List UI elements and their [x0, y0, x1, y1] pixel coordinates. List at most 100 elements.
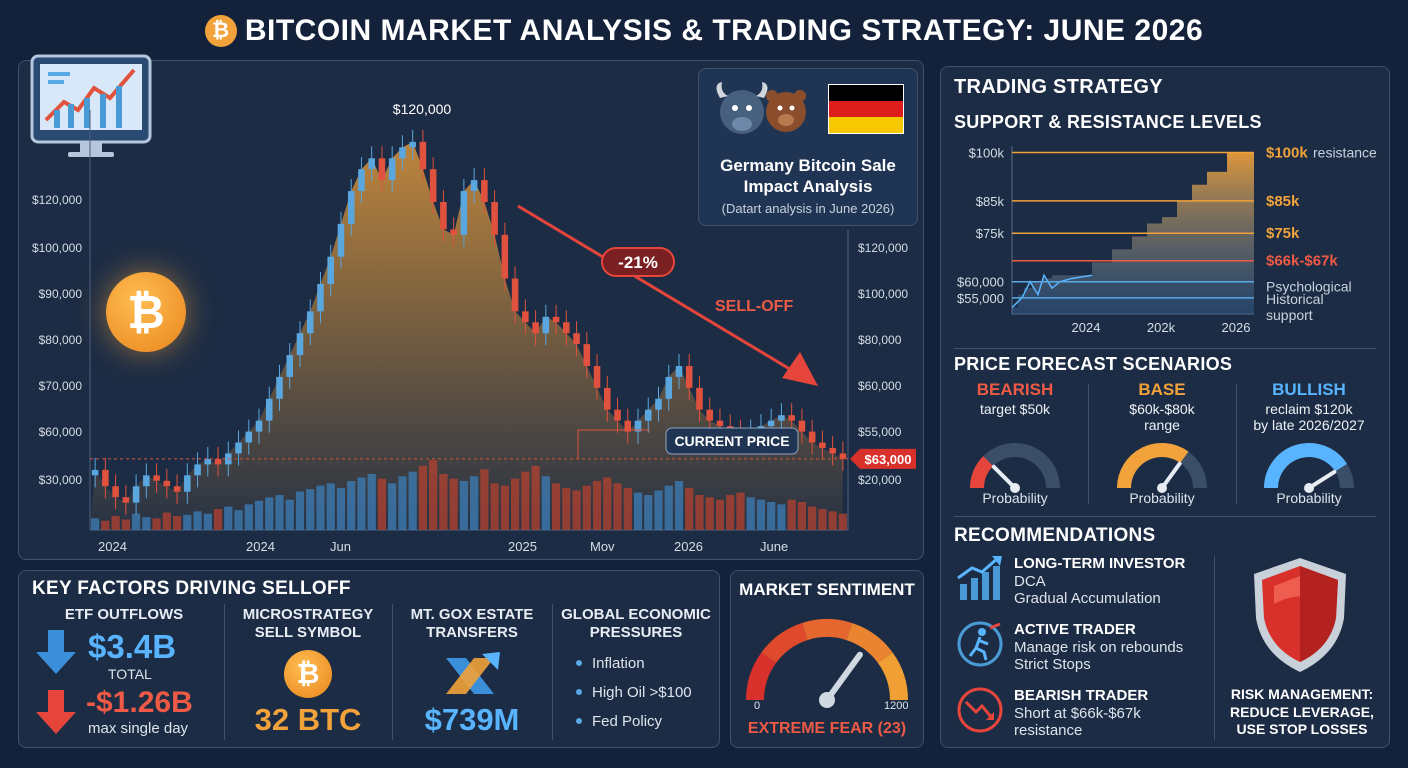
candle [542, 316, 550, 334]
candle [112, 486, 119, 498]
volume-bar [449, 478, 458, 530]
sentiment-hub [819, 692, 835, 708]
volume-bar [480, 469, 489, 530]
rec-bearish-line2: resistance [1014, 722, 1083, 739]
y-tick-label-left: $100,000 [32, 241, 82, 255]
selloff-arrowhead [782, 352, 818, 386]
y-tick-label-left: $80,000 [39, 333, 83, 347]
scenario-base-line2: range [1144, 417, 1180, 433]
volume-bar [664, 485, 673, 530]
volume-bar [254, 500, 264, 530]
candle [245, 431, 253, 443]
sentiment-gauge-segment [746, 652, 777, 701]
volume-bar [285, 499, 294, 530]
etf-title: ETF OUTFLOWS [64, 606, 184, 623]
volume-bar [695, 495, 704, 530]
volume-bar [183, 514, 192, 530]
volume-bar [582, 485, 591, 530]
volume-bar [316, 485, 325, 530]
current-price-value: $63,000 [865, 452, 912, 467]
y-tick-label-right: $100,000 [858, 287, 908, 301]
candle [132, 486, 140, 503]
volume-bar [357, 477, 366, 530]
volume-bar [828, 511, 837, 530]
volume-bar [644, 495, 653, 530]
candle [450, 229, 457, 235]
candle [265, 398, 273, 421]
candle [419, 141, 427, 170]
scenario-bullish-line1: reclaim $120k [1265, 401, 1353, 417]
volume-bar [521, 471, 530, 530]
volume-bar [777, 504, 786, 530]
gauge-needle [1307, 469, 1337, 490]
trend-down-icon [957, 687, 1003, 733]
candle [235, 442, 242, 454]
candle [399, 147, 406, 159]
sr-y-tick-label: $55,000 [957, 291, 1004, 306]
y-tick-label-left: $120,000 [32, 193, 82, 207]
volume-bar [172, 516, 182, 530]
sr-y-tick-label: $75k [976, 226, 1005, 241]
y-tick-label-right: $80,000 [858, 333, 902, 347]
volume-bar [265, 497, 274, 530]
sr-y-tick-label: $85k [976, 194, 1005, 209]
volume-bar [101, 520, 110, 530]
volume-bar [142, 517, 151, 530]
volume-bar [306, 489, 315, 530]
gauge-fill [970, 456, 994, 489]
gauge-hub [1304, 483, 1314, 493]
candle [429, 169, 437, 202]
candle [614, 409, 621, 421]
candle [501, 234, 509, 279]
etf-max: -$1.26B [86, 686, 193, 719]
volume-bar [654, 490, 663, 530]
volume-bar [470, 476, 479, 530]
volume-bar [244, 504, 253, 530]
volume-bar [388, 483, 397, 530]
volume-bar [162, 512, 171, 530]
sr-y-tick-label: $100k [969, 145, 1005, 160]
candle [665, 376, 673, 399]
volume-bar [746, 497, 755, 530]
volume-bar [429, 460, 438, 530]
candle [184, 475, 191, 492]
x-tick-label: 2024 [246, 539, 275, 554]
scenario-bullish-gauge [1264, 443, 1354, 493]
candle [440, 202, 447, 230]
candle [552, 316, 560, 323]
sentiment-needle [824, 651, 863, 703]
global-title-1: GLOBAL ECONOMIC [561, 606, 711, 623]
volume-bar [562, 488, 571, 530]
bitcoin-coin-icon: ₿ [284, 650, 332, 698]
scenario-base-prob: Probability [1129, 490, 1195, 506]
candle [491, 202, 498, 235]
volume-bar [234, 510, 243, 530]
candle [767, 420, 775, 427]
volume-bar [377, 478, 387, 530]
candle [143, 475, 150, 487]
sentiment-gauge-segment [761, 622, 808, 664]
candle [409, 141, 416, 148]
sr-level-note: resistance [1313, 144, 1377, 160]
gox-title-2: TRANSFERS [426, 624, 518, 641]
volume-bar [326, 483, 335, 530]
chart-monitor-icon [30, 54, 152, 157]
drop-label: -21% [618, 253, 658, 272]
gauge-fill [1264, 443, 1347, 489]
volume-bar [224, 506, 233, 530]
volume-bar [726, 495, 735, 530]
volume-bar [572, 490, 581, 530]
sr-price-line [1011, 273, 1093, 309]
germany-title-1: Germany Bitcoin Sale [720, 156, 896, 175]
candle [388, 158, 396, 181]
support-resistance-chart: $100k resistance $85k $75k $66k-$67k Psycholo… [957, 144, 1377, 335]
volume-bar [193, 511, 202, 530]
recommendations-title: RECOMMENDATIONS [954, 525, 1156, 546]
transfer-icon [446, 652, 500, 694]
candle [102, 469, 109, 487]
etf-total-label: TOTAL [108, 666, 152, 682]
sr-area [1012, 152, 1254, 314]
gox-value: $739M [424, 702, 520, 737]
volume-bar [592, 481, 602, 530]
price-area [90, 141, 843, 530]
